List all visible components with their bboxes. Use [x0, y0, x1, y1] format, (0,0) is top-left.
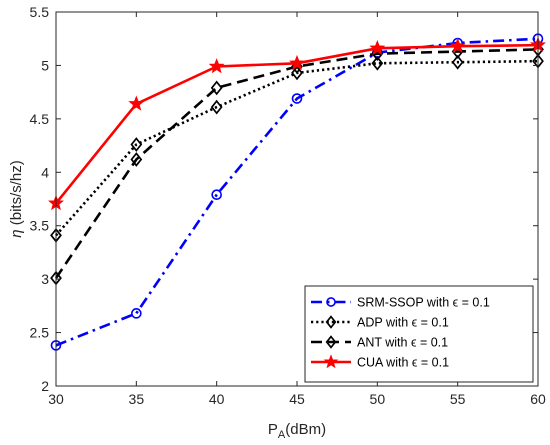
x-axis-label: PA(dBm): [268, 421, 326, 441]
series-1-marker: [291, 65, 303, 81]
legend-entry-0: SRM-SSOP with ϵ = 0.1: [311, 296, 490, 310]
legend-entry-3: CUA with ϵ = 0.1: [311, 354, 449, 370]
x-tick-label: 50: [370, 391, 386, 407]
series-2-marker: [210, 80, 223, 96]
series-0-line: [55, 37, 539, 347]
series-1-marker: [130, 137, 143, 152]
x-tick-label: 45: [289, 391, 305, 407]
series-1-marker: [210, 99, 223, 115]
series-2-marker: [325, 335, 337, 349]
legend-label: ANT with ϵ = 0.1: [357, 336, 448, 350]
y-tick-label: 4: [41, 164, 49, 180]
y-axis-label-symbol: η: [8, 229, 25, 237]
series-1-marker: [371, 55, 384, 71]
x-tick-label: 60: [530, 391, 546, 407]
series-2-marker: [130, 152, 143, 167]
series-1-marker: [451, 54, 464, 70]
y-axis-label-rest: (bits/s/hz): [8, 160, 25, 229]
series-0-marker: [291, 93, 303, 104]
series-1-marker: [325, 315, 337, 329]
y-axis-label: η (bits/s/hz): [8, 160, 25, 238]
x-tick-label: 35: [129, 391, 145, 407]
series-3-marker: [323, 354, 339, 369]
x-tick-label: 55: [450, 391, 466, 407]
legend: SRM-SSOP with ϵ = 0.1 ADP with ϵ = 0.1 ANT…: [304, 285, 534, 383]
series-0-marker: [211, 189, 222, 201]
y-tick-label: 4.5: [30, 111, 50, 127]
y-tick-label: 2: [41, 378, 49, 394]
x-axis-label-sub: A: [278, 429, 286, 441]
x-axis-label-rest: (dBm): [285, 421, 326, 438]
y-tick-label: 3.5: [30, 218, 50, 234]
legend-label: SRM-SSOP with ϵ = 0.1: [357, 296, 490, 310]
x-axis-label-main: P: [268, 421, 278, 438]
x-tick-label: 40: [209, 391, 225, 407]
series-3-marker: [449, 37, 466, 53]
legend-entry-2: ANT with ϵ = 0.1: [311, 335, 448, 350]
series-3-marker: [128, 95, 145, 111]
series-0-marker: [131, 308, 142, 319]
legend-entry-1: ADP with ϵ = 0.1: [311, 315, 449, 330]
series-3-marker: [289, 54, 305, 71]
series-3-marker: [369, 39, 386, 56]
legend-label: CUA with ϵ = 0.1: [357, 356, 449, 370]
y-tick-label: 5.5: [30, 4, 50, 20]
ticks-layer: 30 35 40 45 50 55 60 2 2.5 3 3.5 4 4.5 5 5.5: [30, 4, 546, 407]
legend-label: ADP with ϵ = 0.1: [357, 316, 449, 330]
y-tick-label: 3: [41, 271, 49, 287]
series-0-marker: [326, 297, 336, 307]
x-tick-label: 30: [48, 391, 64, 407]
y-tick-label: 2.5: [30, 325, 50, 341]
y-tick-label: 5: [41, 57, 49, 73]
series-3-marker: [208, 58, 225, 74]
